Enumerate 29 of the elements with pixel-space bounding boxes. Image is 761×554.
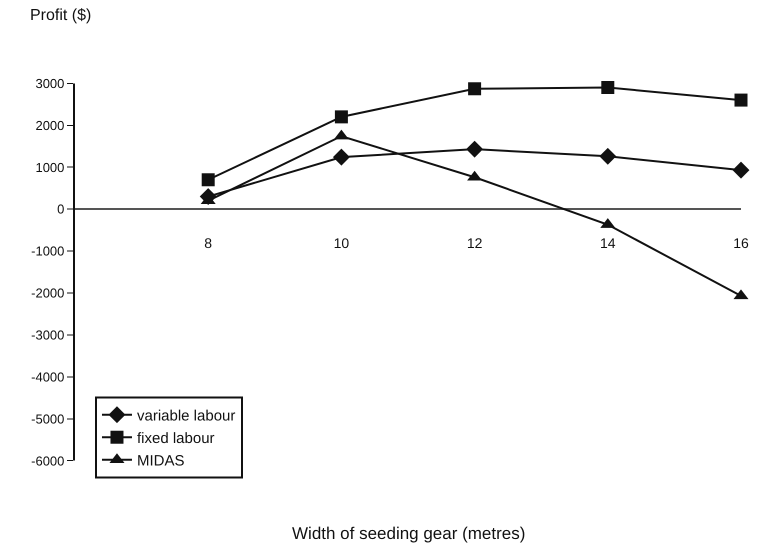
point — [599, 148, 616, 165]
point — [734, 94, 748, 107]
legend-label: fixed labour — [136, 430, 215, 448]
y-tick-label: -6000 — [31, 453, 64, 468]
point — [332, 148, 350, 166]
x-tick-label: 12 — [466, 235, 483, 252]
legend-label: MIDAS — [136, 452, 184, 470]
legend-label: variable labour — [136, 408, 236, 425]
y-tick-label: 0 — [57, 202, 64, 217]
y-tick-label: -1000 — [31, 244, 64, 259]
point — [601, 81, 614, 94]
y-axis-title: Profit ($) — [30, 7, 92, 24]
point — [732, 162, 750, 179]
x-tick-label: 16 — [733, 235, 749, 252]
y-tick-label: 2000 — [35, 118, 64, 133]
y-tick-label: 3000 — [35, 76, 64, 91]
point — [466, 140, 484, 158]
x-tick-label: 10 — [334, 235, 350, 252]
y-tick-label: -2000 — [31, 286, 64, 301]
point — [202, 173, 215, 186]
x-tick-label: 8 — [204, 235, 212, 252]
point — [334, 110, 348, 124]
x-axis-title: Width of seeding gear (metres) — [292, 524, 526, 543]
x-tick-label: 14 — [600, 235, 616, 252]
point — [468, 82, 482, 96]
y-tick-label: -4000 — [31, 369, 64, 384]
y-tick-label: 1000 — [35, 160, 64, 175]
y-tick-label: -5000 — [31, 411, 64, 426]
y-tick-label: -3000 — [31, 327, 64, 342]
